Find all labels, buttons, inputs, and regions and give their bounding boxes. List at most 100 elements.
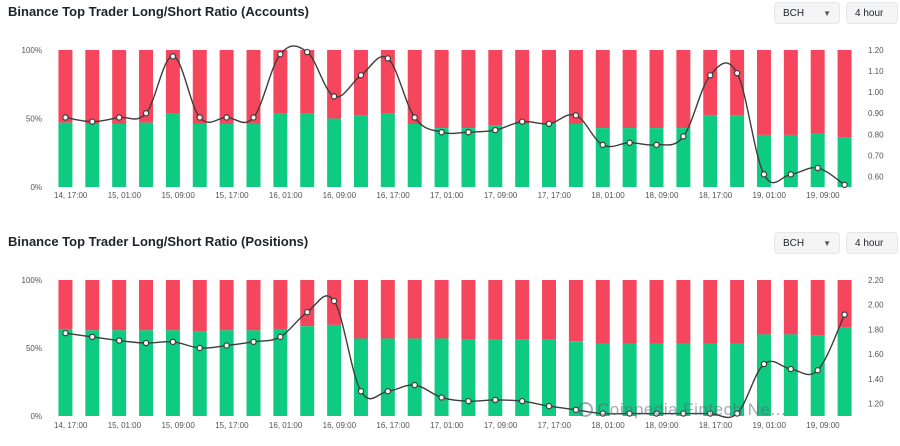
long-bar xyxy=(58,122,73,187)
ratio-point xyxy=(223,114,230,121)
x-tick-label: 18, 09:00 xyxy=(645,191,679,200)
ratio-point xyxy=(518,397,526,405)
short-bar xyxy=(542,280,557,340)
long-bar xyxy=(300,113,315,187)
long-bar xyxy=(165,113,180,187)
ratio-point xyxy=(115,337,123,344)
short-bar xyxy=(434,50,449,129)
short-bar xyxy=(703,50,718,116)
long-bar xyxy=(649,128,664,187)
short-bar xyxy=(219,50,234,124)
long-bar xyxy=(112,330,127,416)
ratio-line xyxy=(65,45,845,186)
long-bar xyxy=(488,339,503,416)
long-bar xyxy=(649,343,664,416)
symbol-select[interactable]: BCH ▼ xyxy=(774,232,840,254)
y-right-tick-label: 1.80 xyxy=(868,325,884,334)
x-tick-label: 19, 09:00 xyxy=(806,421,840,430)
x-tick-label: 16, 09:00 xyxy=(323,191,357,200)
short-bar xyxy=(810,50,825,134)
symbol-select[interactable]: BCH ▼ xyxy=(774,2,840,24)
long-bar xyxy=(810,335,825,416)
long-bar xyxy=(622,128,637,187)
long-bar xyxy=(542,123,557,187)
interval-select-value: 4 hour xyxy=(855,7,884,19)
ratio-point xyxy=(572,112,580,119)
long-bar xyxy=(327,324,342,416)
y-right-tick-label: 1.40 xyxy=(868,375,884,384)
interval-select[interactable]: 4 hour xyxy=(846,2,898,24)
ratio-point xyxy=(626,139,633,146)
ratio-point xyxy=(250,338,257,346)
ratio-point xyxy=(733,69,741,77)
x-tick-label: 16, 01:00 xyxy=(269,191,303,200)
short-bar xyxy=(300,280,315,327)
ratio-point xyxy=(196,114,203,121)
x-tick-label: 18, 17:00 xyxy=(699,191,733,200)
long-bar xyxy=(219,123,234,187)
long-bar xyxy=(783,134,798,187)
short-bar xyxy=(595,280,610,344)
long-bar xyxy=(273,328,288,416)
x-tick-label: 18, 09:00 xyxy=(645,421,679,430)
ratio-point xyxy=(277,51,284,58)
long-bar xyxy=(246,123,261,187)
ratio-point xyxy=(169,53,177,60)
y-left-tick-label: 50% xyxy=(26,344,42,353)
ratio-point xyxy=(384,388,392,395)
short-bar xyxy=(353,280,368,339)
ratio-point xyxy=(115,114,123,121)
ratio-point xyxy=(357,388,365,395)
ratio-point xyxy=(814,164,821,172)
short-bar xyxy=(165,50,180,114)
long-bar xyxy=(676,343,691,416)
short-bar xyxy=(407,280,422,339)
ratio-point xyxy=(518,118,526,125)
y-right-tick-label: 1.20 xyxy=(868,46,884,55)
short-bar xyxy=(542,50,557,124)
x-tick-label: 15, 09:00 xyxy=(161,421,195,430)
short-bar xyxy=(300,50,315,114)
long-bar xyxy=(407,338,422,416)
interval-select[interactable]: 4 hour xyxy=(846,232,898,254)
ratio-point xyxy=(357,72,365,79)
ratio-point xyxy=(330,93,338,100)
ratio-point xyxy=(680,410,687,417)
x-tick-label: 16, 01:00 xyxy=(269,421,303,430)
x-tick-label: 16, 09:00 xyxy=(323,421,357,430)
short-bar xyxy=(756,280,771,335)
ratio-point xyxy=(169,338,177,346)
long-bar xyxy=(461,128,476,187)
x-tick-label: 18, 17:00 xyxy=(699,421,733,430)
short-bar xyxy=(192,50,207,124)
y-right-tick-label: 2.20 xyxy=(868,276,884,285)
ratio-point xyxy=(277,333,284,341)
short-bar xyxy=(676,50,691,129)
ratio-point xyxy=(438,128,445,136)
x-tick-label: 15, 01:00 xyxy=(108,191,142,200)
y-right-tick-label: 1.20 xyxy=(868,400,884,409)
long-bar xyxy=(192,123,207,187)
short-bar xyxy=(837,50,852,138)
x-tick-label: 19, 01:00 xyxy=(753,421,787,430)
long-bar xyxy=(139,122,154,187)
x-tick-label: 18, 01:00 xyxy=(591,191,625,200)
short-bar xyxy=(139,280,154,331)
x-tick-label: 15, 01:00 xyxy=(108,421,142,430)
long-bar xyxy=(837,327,852,416)
ratio-point xyxy=(492,396,499,404)
short-bar xyxy=(112,50,127,124)
chevron-down-icon: ▼ xyxy=(823,8,831,18)
long-bar xyxy=(85,123,100,187)
short-bar xyxy=(192,280,207,332)
chevron-down-icon: ▼ xyxy=(823,238,831,248)
short-bar xyxy=(219,280,234,331)
ratio-point xyxy=(465,397,472,405)
y-right-tick-label: 0.80 xyxy=(868,130,884,139)
x-tick-label: 14, 17:00 xyxy=(54,191,88,200)
x-tick-label: 17, 09:00 xyxy=(484,421,518,430)
long-bar xyxy=(595,128,610,187)
long-bar xyxy=(488,125,503,187)
ratio-point xyxy=(465,128,472,136)
ratio-point xyxy=(707,72,714,79)
